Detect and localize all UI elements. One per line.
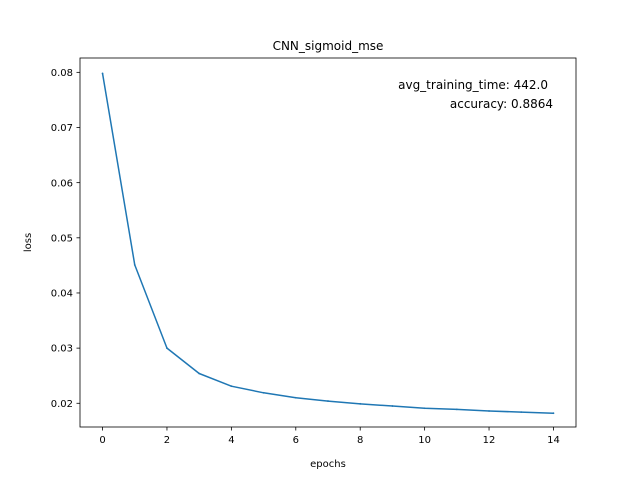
data-point	[166, 347, 168, 350]
y-tick-label: 0.06	[51, 178, 73, 189]
data-point	[552, 412, 555, 415]
annotation-training-time: avg_training_time: 442.0	[398, 78, 548, 92]
data-point	[198, 372, 201, 375]
y-axis: 0.02 0.03 0.04 0.05 0.06 0.07 0.08	[51, 68, 80, 410]
data-point	[230, 385, 233, 388]
x-tick-label: 14	[547, 435, 560, 446]
y-tick-label: 0.04	[51, 289, 73, 300]
y-tick-label: 0.08	[51, 68, 73, 79]
chart-title: CNN_sigmoid_mse	[273, 39, 384, 53]
x-tick-label: 4	[228, 435, 234, 446]
y-tick-label: 0.05	[51, 233, 73, 244]
data-point	[359, 402, 362, 405]
data-point	[327, 400, 329, 402]
x-tick-label: 12	[483, 435, 496, 446]
x-tick-label: 10	[418, 435, 431, 446]
data-point	[391, 405, 394, 407]
data-point	[294, 396, 297, 399]
y-tick-label: 0.03	[51, 344, 73, 355]
x-axis-label: epochs	[310, 459, 346, 470]
x-tick-label: 2	[164, 435, 170, 446]
plot-area	[101, 72, 555, 415]
data-point	[520, 411, 523, 414]
x-axis: 0 2 4 6 8 10 12 14	[99, 427, 560, 446]
y-tick-label: 0.02	[51, 399, 73, 410]
x-tick-label: 0	[99, 435, 105, 446]
x-tick-label: 6	[293, 435, 299, 446]
data-point	[455, 408, 458, 411]
data-point	[488, 410, 490, 412]
data-point	[133, 263, 136, 266]
y-axis-label: loss	[23, 233, 34, 252]
y-tick-label: 0.07	[51, 123, 73, 134]
annotation-accuracy: accuracy: 0.8864	[450, 97, 553, 111]
data-point	[262, 391, 265, 394]
axes-frame	[79, 57, 577, 428]
x-tick-label: 8	[357, 435, 363, 446]
data-point	[101, 72, 104, 75]
data-point	[423, 407, 426, 410]
